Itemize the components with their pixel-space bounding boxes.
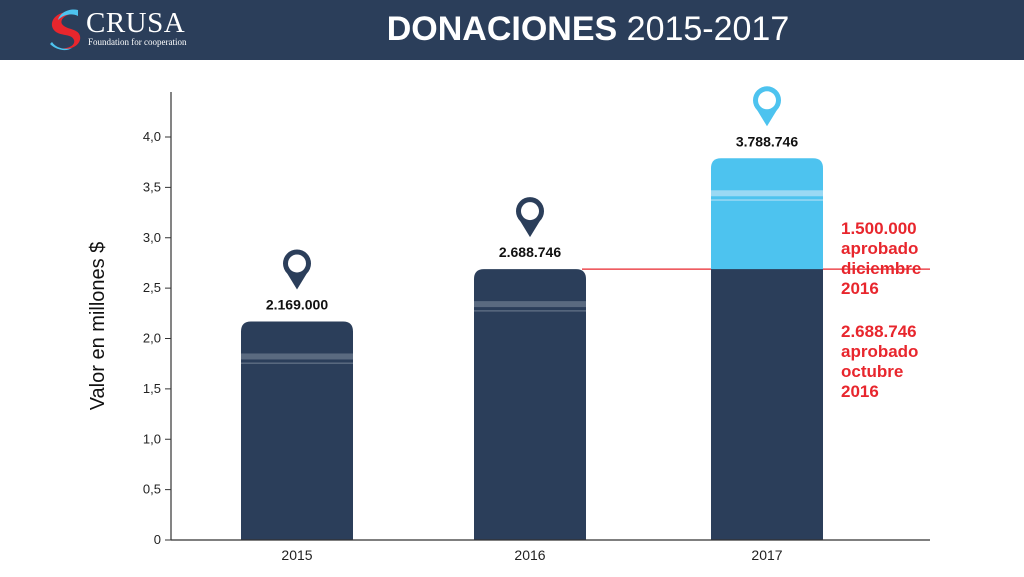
annotation-line: diciembre <box>841 259 921 278</box>
y-tick-label: 2,5 <box>143 280 161 295</box>
x-axis: 2015 2016 2017 <box>171 539 930 563</box>
annotation-line: aprobado <box>841 342 918 361</box>
y-tick-label: 4,0 <box>143 129 161 144</box>
bar-highlight <box>474 301 586 308</box>
bar-2015 <box>241 321 353 540</box>
x-tick-label: 2016 <box>514 547 545 563</box>
value-labels: 2.169.000 2.688.746 3.788.746 <box>266 86 798 312</box>
y-tick-label: 2,0 <box>143 331 161 346</box>
y-tick-label: 3,5 <box>143 179 161 194</box>
bar-highlight-thin <box>474 310 586 312</box>
bar-highlight-thin <box>711 199 823 201</box>
crusa-logo-icon <box>50 9 81 51</box>
bar-highlight <box>241 353 353 360</box>
annotation-line: 1.500.000 <box>841 219 917 238</box>
annotation-1: 1.500.000 aprobado diciembre 2016 <box>841 219 921 298</box>
header-bar: CRUSA Foundation for cooperation DONACIO… <box>0 0 1024 60</box>
y-tick-label: 1,0 <box>143 431 161 446</box>
logo-text: CRUSA <box>86 7 186 39</box>
annotation-line: 2016 <box>841 382 879 401</box>
y-axis-label: Valor en millones $ <box>87 242 109 411</box>
title-bold: DONACIONES <box>386 10 618 48</box>
y-tick-label: 1,5 <box>143 381 161 396</box>
bar-highlight-thin <box>241 362 353 364</box>
bar-highlight <box>711 190 823 197</box>
page-title: DONACIONES 2015-2017 <box>0 9 1024 49</box>
title-light: 2015-2017 <box>626 10 790 48</box>
y-tick-label: 0,5 <box>143 482 161 497</box>
bar-2016 <box>474 269 586 540</box>
annotation-2: 2.688.746 aprobado octubre 2016 <box>841 322 918 401</box>
map-pin-icon <box>753 86 781 127</box>
x-tick-label: 2017 <box>751 547 782 563</box>
bar-segment-2017-diciembre <box>711 158 823 270</box>
annotation-line: 2.688.746 <box>841 322 917 341</box>
annotation-line: octubre <box>841 362 903 381</box>
x-tick-label: 2015 <box>281 547 312 563</box>
value-label-2016: 2.688.746 <box>499 244 561 260</box>
annotation-line: 2016 <box>841 279 879 298</box>
bars <box>241 158 930 540</box>
y-axis: 0 0,5 1,0 1,5 2,0 2,5 3,0 3,5 4,0 Valor en millon… <box>87 92 172 547</box>
value-label-2015: 2.169.000 <box>266 296 328 312</box>
y-tick-label: 0 <box>154 532 161 547</box>
value-label-2017: 3.788.746 <box>736 133 798 149</box>
donations-bar-chart: 0 0,5 1,0 1,5 2,0 2,5 3,0 3,5 4,0 Valor en millon… <box>87 86 930 563</box>
y-tick-label: 3,0 <box>143 230 161 245</box>
map-pin-icon <box>516 197 544 238</box>
map-pin-icon <box>283 249 311 290</box>
logo-tagline: Foundation for cooperation <box>88 37 187 47</box>
annotation-line: aprobado <box>841 239 918 258</box>
bar-segment-2017-octubre <box>711 269 823 540</box>
